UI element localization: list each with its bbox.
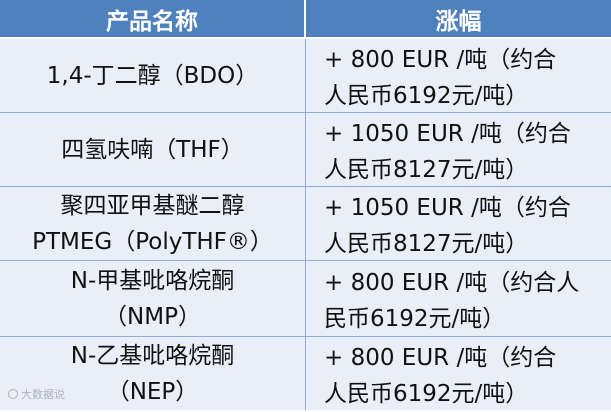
increase-cell: + 800 EUR /吨（约合 人民币6192元/吨） (306, 39, 611, 112)
table-header-row: 产品名称 涨幅 (0, 0, 611, 39)
product-name-line1: 四氢呋喃（THF） (61, 136, 244, 163)
header-increase: 涨幅 (435, 8, 482, 35)
product-name-cell: 1,4-丁二醇（BDO） (0, 39, 306, 112)
table-row: N-乙基吡咯烷酮 （NEP） + 800 EUR /吨（约合 人民币6192元/… (0, 337, 611, 410)
header-product-name: 产品名称 (0, 0, 306, 37)
table-row: 1,4-丁二醇（BDO） + 800 EUR /吨（约合 人民币6192元/吨） (0, 39, 611, 113)
increase-cell: + 1050 EUR /吨（约合 人民币8127元/吨） (306, 187, 611, 260)
watermark-text: 大数据说 (21, 388, 65, 401)
increase-text: + 800 EUR /吨（约合人 民币6192元/吨） (324, 269, 580, 332)
watermark-logo-icon (8, 389, 18, 399)
product-name-line1: N-甲基吡咯烷酮 (70, 267, 235, 294)
product-name-line1: 聚四亚甲基醚二醇 (60, 192, 245, 219)
product-name-cell: 聚四亚甲基醚二醇 PTMEG（PolyTHF®） (0, 187, 306, 260)
product-name-line2: （NMP） (104, 303, 201, 330)
product-name-cell: N-甲基吡咯烷酮 （NMP） (0, 261, 306, 336)
increase-cell: + 1050 EUR /吨（约合 人民币8127元/吨） (306, 113, 611, 186)
product-name-cell: N-乙基吡咯烷酮 （NEP） (0, 337, 306, 410)
increase-cell: + 800 EUR /吨（约合 人民币6192元/吨） (306, 337, 611, 410)
increase-cell: + 800 EUR /吨（约合人 民币6192元/吨） (306, 261, 611, 336)
product-name-line1: 1,4-丁二醇（BDO） (46, 62, 259, 89)
product-name-line2: （NEP） (106, 378, 199, 405)
product-name-line2: PTMEG（PolyTHF®） (32, 228, 273, 255)
table-row: N-甲基吡咯烷酮 （NMP） + 800 EUR /吨（约合人 民币6192元/… (0, 261, 611, 337)
table-row: 四氢呋喃（THF） + 1050 EUR /吨（约合 人民币8127元/吨） (0, 113, 611, 187)
increase-text: + 1050 EUR /吨（约合 人民币8127元/吨） (324, 120, 571, 183)
increase-text: + 1050 EUR /吨（约合 人民币8127元/吨） (324, 194, 571, 257)
product-name-line1: N-乙基吡咯烷酮 (70, 342, 235, 369)
increase-text: + 800 EUR /吨（约合 人民币6192元/吨） (324, 344, 557, 407)
table-row: 聚四亚甲基醚二醇 PTMEG（PolyTHF®） + 1050 EUR /吨（约… (0, 187, 611, 261)
product-name-cell: 四氢呋喃（THF） (0, 113, 306, 186)
watermark: 大数据说 (8, 386, 65, 402)
increase-text: + 800 EUR /吨（约合 人民币6192元/吨） (324, 46, 557, 109)
